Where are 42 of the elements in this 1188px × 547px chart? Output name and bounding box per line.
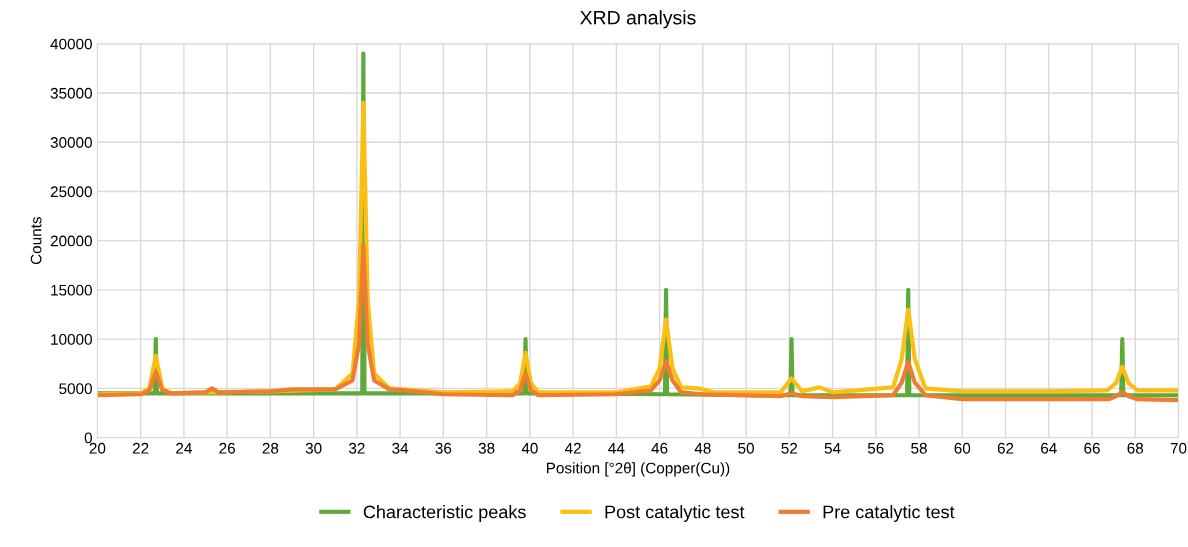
y-tick-label: 35000 [50, 87, 92, 99]
x-tick-label: 70 [1170, 442, 1187, 454]
x-tick-label: 34 [392, 442, 409, 454]
line-series [97, 243, 1179, 403]
y-tick-label: 25000 [50, 186, 92, 198]
x-tick-label: 44 [608, 443, 625, 454]
x-tick-label: 64 [1041, 442, 1057, 454]
x-tick-label: 58 [911, 442, 927, 454]
y-axis-title: Counts [30, 217, 42, 265]
x-tick-label: 38 [478, 442, 495, 454]
y-tick-label: 5000 [59, 383, 92, 395]
x-tick-label: 66 [1084, 442, 1100, 454]
chart-title: XRD analysis [580, 10, 696, 29]
legend-label: Characteristic peaks [363, 505, 526, 522]
x-tick-label: 36 [435, 442, 452, 454]
x-tick-label: 26 [219, 442, 235, 454]
x-tick-label: 28 [262, 442, 279, 454]
y-tick-label: 10000 [51, 334, 92, 345]
x-tick-label: 48 [694, 442, 711, 454]
x-tick-label: 42 [564, 442, 581, 454]
x-tick-label: 30 [305, 442, 322, 454]
x-axis-title: Position [°2θ] (Copper(Cu)) [547, 462, 730, 477]
y-tick-label: 20000 [50, 235, 92, 247]
legend-label: Pre catalytic test [823, 505, 955, 522]
x-tick-label: 22 [132, 442, 149, 454]
x-tick-label: 46 [651, 442, 668, 454]
y-tick-label: 30000 [50, 137, 92, 148]
y-tick-label: 0 [84, 432, 92, 444]
x-tick-label: 56 [867, 442, 884, 454]
x-tick-label: 40 [521, 442, 538, 454]
x-tick-label: 52 [781, 442, 798, 454]
x-tick-label: 60 [954, 442, 971, 454]
x-tick-label: 20 [89, 442, 106, 454]
y-tick-label: 15000 [51, 284, 92, 296]
x-tick-label: 54 [824, 443, 841, 454]
x-tick-label: 62 [997, 442, 1014, 454]
x-tick-label: 32 [348, 442, 365, 454]
y-tick-label: 40000 [50, 38, 92, 50]
legend-label: Post catalytic test [605, 505, 745, 522]
x-tick-label: 50 [738, 442, 754, 454]
x-tick-label: 24 [176, 442, 192, 454]
x-tick-label: 68 [1127, 442, 1144, 454]
